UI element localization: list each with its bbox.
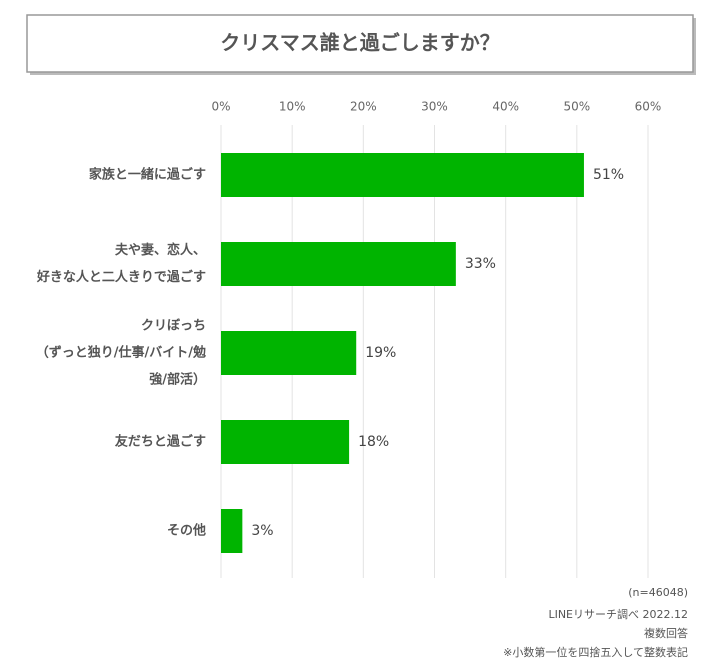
bar: [221, 153, 584, 197]
note: LINEリサーチ調べ 2022.12: [548, 607, 688, 621]
value-label: 3%: [251, 523, 273, 539]
bar: [221, 331, 357, 375]
y-tick-label: 友だちと過ごす: [115, 434, 206, 450]
bar: [221, 420, 350, 464]
bar: [221, 509, 243, 553]
x-tick-label: 0%: [211, 100, 230, 114]
x-tick-label: 50%: [563, 100, 590, 114]
value-label: 51%: [593, 167, 624, 183]
y-tick-label: クリぼっち: [141, 319, 206, 334]
bar: [221, 242, 456, 286]
value-label: 19%: [365, 345, 396, 361]
y-tick-label: 強/部活）: [149, 372, 206, 388]
value-label: 33%: [465, 256, 496, 272]
y-tick-label: 好きな人と二人きりで過ごす: [36, 269, 206, 285]
y-tick-label: （ずっと独り/仕事/バイト/勉: [36, 345, 206, 361]
y-tick-label: その他: [167, 523, 206, 539]
title-box: [26, 14, 694, 73]
note: ※小数第一位を四捨五入して整数表記: [503, 645, 688, 659]
note: 複数回答: [644, 626, 688, 640]
x-tick-label: 30%: [421, 100, 448, 114]
y-tick-label: 夫や妻、恋人、: [115, 242, 206, 258]
x-tick-label: 10%: [279, 100, 306, 114]
chart-title: クリスマス誰と過ごしますか？: [220, 31, 499, 55]
y-tick-label: 家族と一緒に過ごす: [89, 167, 206, 183]
x-tick-label: 20%: [350, 100, 377, 114]
x-tick-label: 60%: [635, 100, 662, 114]
note: (n=46048): [628, 586, 688, 599]
value-label: 18%: [358, 434, 389, 450]
x-tick-label: 40%: [492, 100, 519, 114]
